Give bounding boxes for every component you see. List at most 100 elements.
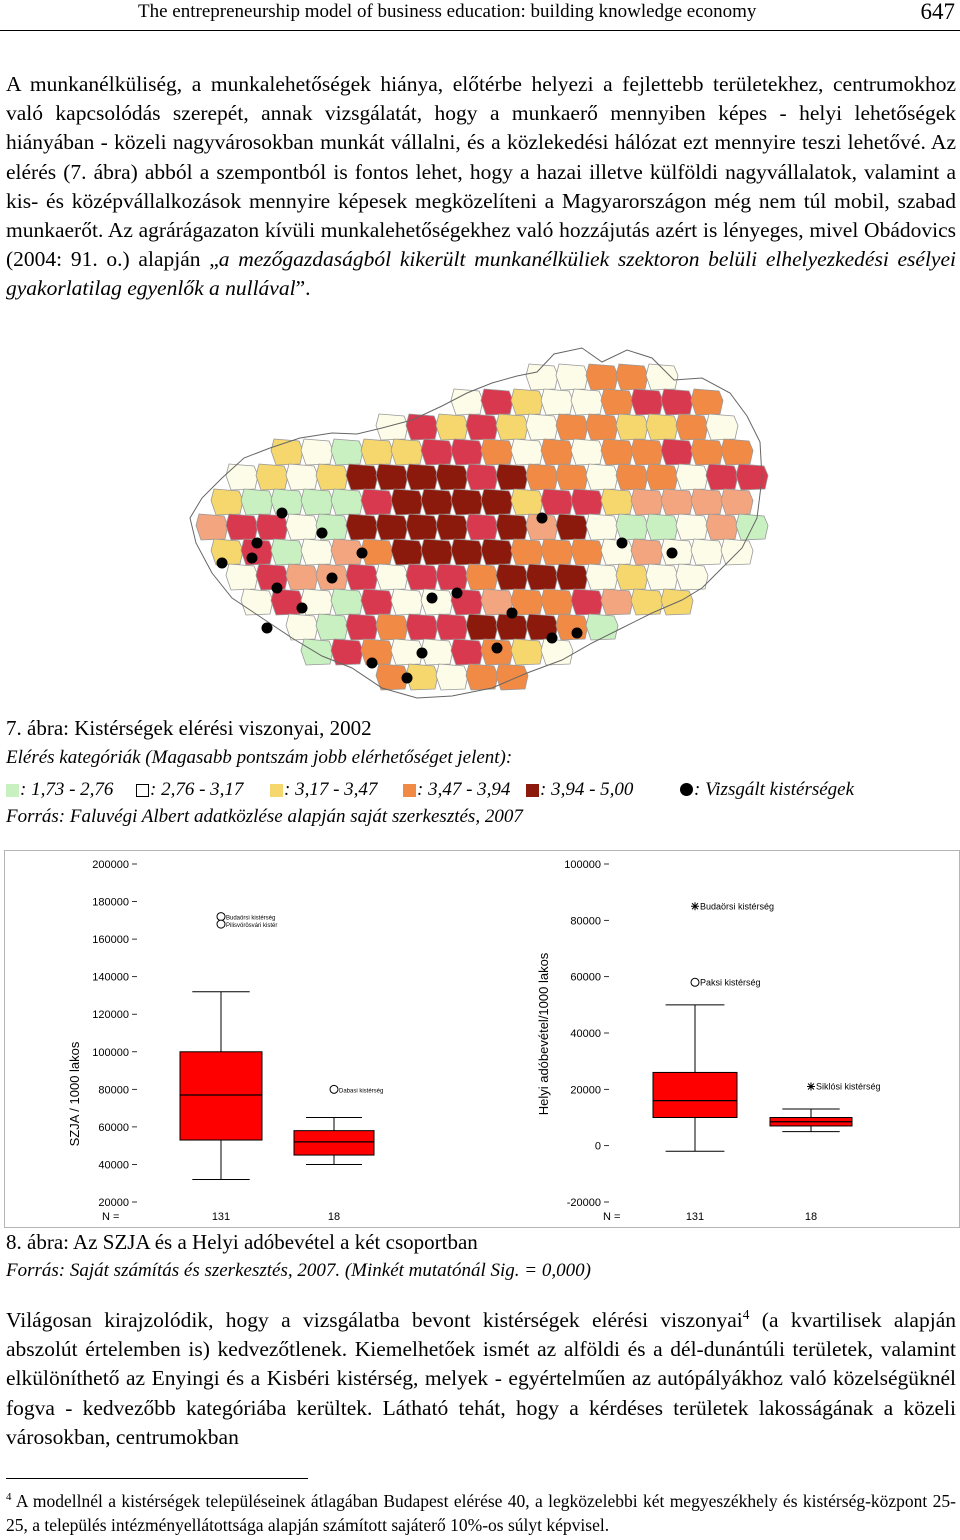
footnote-ref: 4 bbox=[742, 1306, 750, 1322]
para2-text-a: Világosan kirajzolódik, hogy a vizsgálat… bbox=[6, 1308, 743, 1332]
map-region bbox=[555, 413, 589, 441]
map-region bbox=[420, 438, 454, 466]
footnote-text: A modellnél a kistérségek településeinek… bbox=[6, 1491, 956, 1535]
map-region bbox=[525, 413, 559, 441]
map-region bbox=[570, 438, 604, 466]
y-tick-label: 60000 bbox=[98, 1122, 129, 1134]
figure-8-source: Forrás: Saját számítás és szerkesztés, 2… bbox=[6, 1260, 591, 1281]
figure-8-caption: 8. ábra: Az SZJA és a Helyi adóbevétel a… bbox=[6, 1230, 478, 1254]
map-region bbox=[300, 488, 334, 516]
y-tick-label: 20000 bbox=[570, 1084, 601, 1096]
map-region bbox=[540, 588, 574, 616]
map-region bbox=[315, 613, 349, 641]
map-region bbox=[630, 588, 664, 616]
y-tick-label: 80000 bbox=[98, 1084, 129, 1096]
map-region bbox=[330, 538, 364, 566]
map-region bbox=[450, 388, 484, 416]
map-region bbox=[450, 488, 484, 516]
map-region bbox=[240, 488, 274, 516]
examined-region-dot bbox=[276, 507, 288, 519]
map-region bbox=[630, 488, 664, 516]
outlier-label: Siklósi kistérség bbox=[816, 1082, 881, 1092]
map-region bbox=[390, 638, 424, 666]
map-region bbox=[435, 463, 469, 491]
map-region bbox=[495, 513, 529, 541]
map-region bbox=[660, 438, 694, 466]
legend-label-2: : 2,76 - 3,17 bbox=[150, 779, 244, 800]
map-legend: : 1,73 - 2,76 : 2,76 - 3,17 : 3,17 - 3,4… bbox=[6, 779, 956, 803]
map-region bbox=[330, 488, 364, 516]
map-region bbox=[675, 413, 709, 441]
map-region bbox=[405, 413, 439, 441]
map-region bbox=[645, 563, 679, 591]
examined-region-dot bbox=[571, 627, 583, 639]
body-paragraph-1: A munkanélküliség, a munkalehetőségek hi… bbox=[6, 70, 956, 304]
map-region bbox=[615, 563, 649, 591]
map-region bbox=[360, 438, 394, 466]
map-region bbox=[345, 563, 379, 591]
map-region bbox=[570, 488, 604, 516]
map-region bbox=[675, 513, 709, 541]
map-region bbox=[465, 513, 499, 541]
map-region bbox=[615, 513, 649, 541]
map-region bbox=[390, 538, 424, 566]
examined-region-dot bbox=[316, 527, 328, 539]
map-region bbox=[690, 388, 724, 416]
boxplot-svg: SZJA / 1000 lakos 2000001800001600001400… bbox=[67, 859, 881, 1223]
map-region bbox=[600, 488, 634, 516]
examined-region-dot bbox=[296, 602, 308, 614]
map-region bbox=[435, 563, 469, 591]
n-label: N = bbox=[102, 1211, 119, 1223]
y-tick-label: 100000 bbox=[92, 1047, 129, 1059]
map-region bbox=[495, 413, 529, 441]
map-region bbox=[675, 463, 709, 491]
n-label: N = bbox=[603, 1211, 620, 1223]
szja-boxplot: SZJA / 1000 lakos 200000 180000 160000 1400… bbox=[67, 859, 383, 1223]
legend-label-1: : 1,73 - 2,76 bbox=[20, 779, 114, 800]
map-region bbox=[270, 538, 304, 566]
map-region bbox=[435, 513, 469, 541]
map-region bbox=[420, 588, 454, 616]
map-region bbox=[285, 513, 319, 541]
y-tick-label: 140000 bbox=[92, 972, 129, 984]
box bbox=[652, 1071, 738, 1118]
map-region bbox=[705, 413, 739, 441]
examined-region-dot bbox=[536, 512, 548, 524]
outlier-circle bbox=[690, 977, 700, 987]
map-region bbox=[300, 638, 334, 666]
box bbox=[293, 1130, 375, 1156]
map-region bbox=[555, 363, 589, 391]
y-tick-label: 180000 bbox=[92, 897, 129, 909]
outlier-star bbox=[807, 1082, 815, 1091]
para1-quote: a mezőgazdaságból kikerült munkanélkülie… bbox=[6, 247, 956, 301]
map-region bbox=[600, 438, 634, 466]
map-region bbox=[300, 538, 334, 566]
map-region bbox=[645, 463, 679, 491]
map-region bbox=[555, 513, 589, 541]
map-region bbox=[615, 463, 649, 491]
map-region bbox=[330, 588, 364, 616]
map-region bbox=[225, 513, 259, 541]
map-region bbox=[315, 463, 349, 491]
map-region bbox=[570, 388, 604, 416]
map-region bbox=[585, 463, 619, 491]
y-tick-label: 40000 bbox=[570, 1028, 601, 1040]
examined-region-dot bbox=[401, 672, 413, 684]
map-region bbox=[285, 613, 319, 641]
map-region bbox=[390, 588, 424, 616]
header-title: The entrepreneurship model of business e… bbox=[138, 1, 757, 22]
examined-region-dot bbox=[271, 582, 283, 594]
n-value: 131 bbox=[212, 1211, 230, 1223]
map-region bbox=[540, 538, 574, 566]
para2-text-b: (a kvartilisek alapján abszolút értelemb… bbox=[6, 1308, 956, 1449]
y-tick-label: 60000 bbox=[570, 972, 601, 984]
map-region bbox=[510, 388, 544, 416]
map-region bbox=[615, 363, 649, 391]
examined-region-dot bbox=[416, 647, 428, 659]
legend-label-4: : 3,47 - 3,94 bbox=[417, 779, 511, 800]
map-region bbox=[570, 538, 604, 566]
y-tick-label: 20000 bbox=[98, 1197, 129, 1209]
examined-region-dot bbox=[546, 632, 558, 644]
map-region bbox=[450, 438, 484, 466]
helyi-ado-boxplot: Helyi adóbevétel/1000 lakos 100000 80000 6… bbox=[536, 859, 881, 1223]
